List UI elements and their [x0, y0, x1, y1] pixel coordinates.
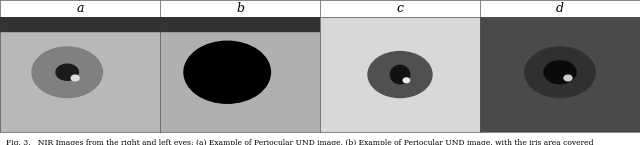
Text: Fig. 3.   NIR Images from the right and left eyes: (a) Example of Periocular UND: Fig. 3. NIR Images from the right and le…	[6, 139, 594, 145]
Circle shape	[525, 47, 595, 97]
Circle shape	[71, 75, 79, 81]
Ellipse shape	[390, 65, 410, 84]
Circle shape	[56, 64, 79, 80]
Circle shape	[368, 52, 432, 97]
FancyBboxPatch shape	[160, 17, 320, 31]
Text: d: d	[556, 2, 564, 15]
Text: b: b	[236, 2, 244, 15]
Circle shape	[32, 47, 102, 97]
Circle shape	[403, 78, 410, 83]
Text: c: c	[397, 2, 403, 15]
FancyBboxPatch shape	[0, 17, 160, 31]
Circle shape	[564, 75, 572, 81]
Text: a: a	[76, 2, 84, 15]
Circle shape	[544, 61, 576, 84]
Circle shape	[184, 41, 270, 103]
